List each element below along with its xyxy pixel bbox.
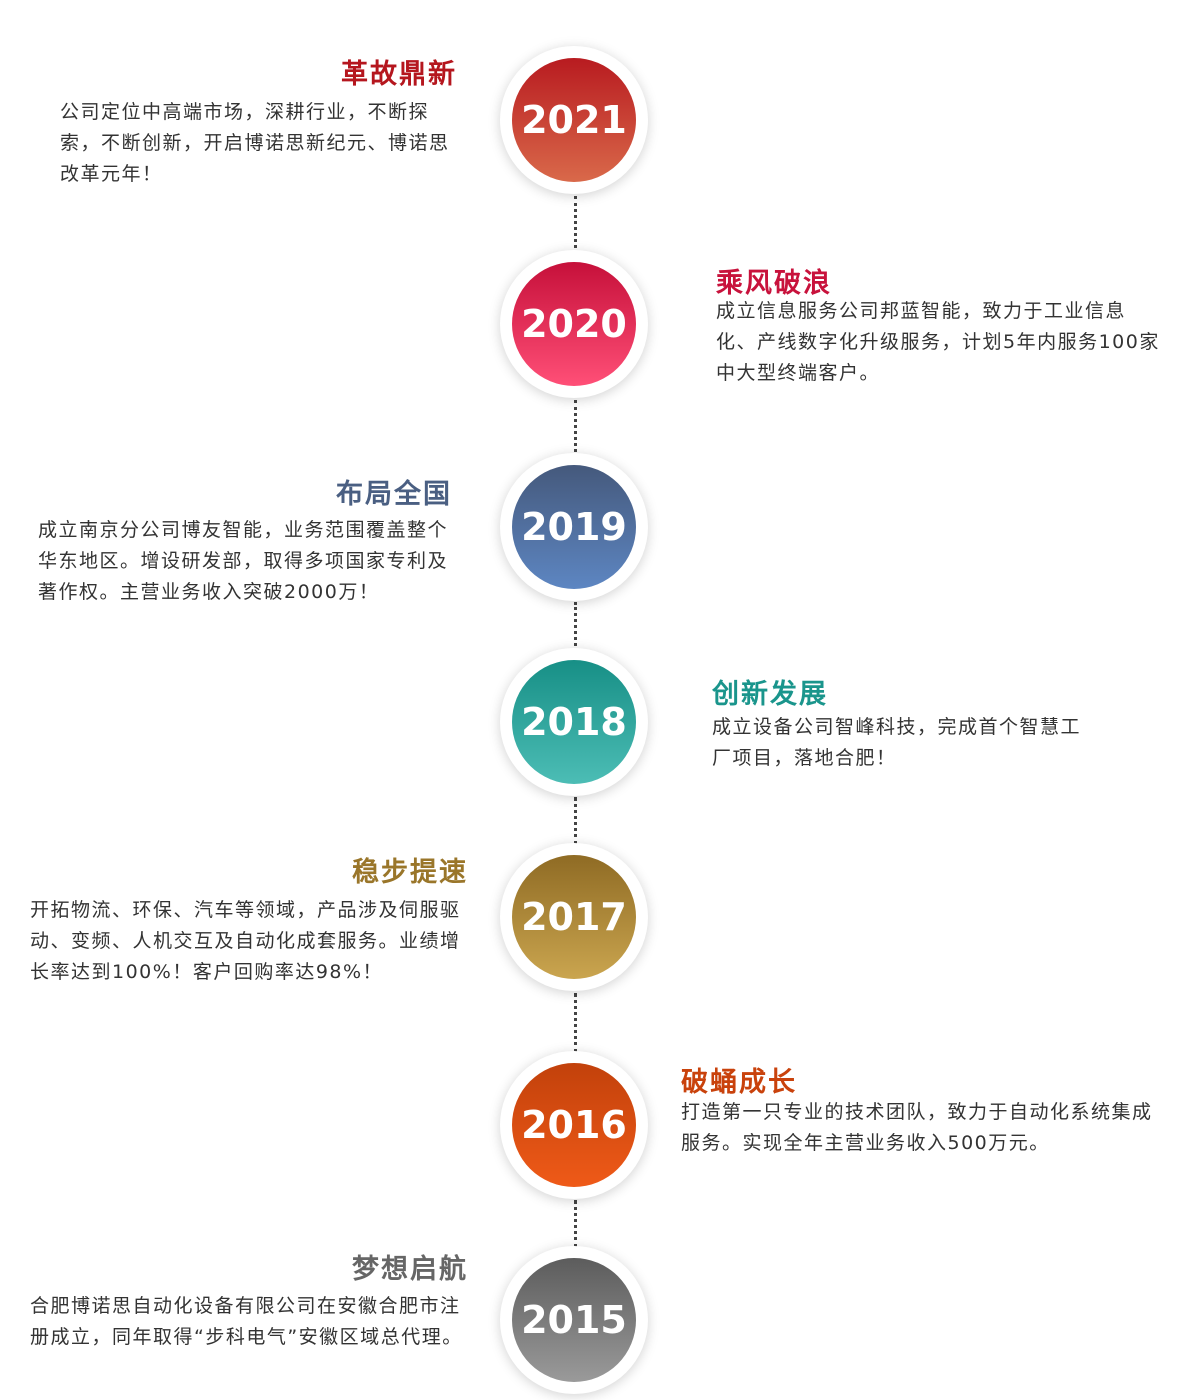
connector-line (574, 196, 577, 248)
year-circle: 2020 (512, 262, 636, 386)
event-title: 梦想启航 (352, 1254, 468, 1285)
connector-line (574, 602, 577, 658)
year-circle: 2018 (512, 660, 636, 784)
event-title: 破蛹成长 (681, 1067, 797, 1098)
event-title: 布局全国 (336, 479, 452, 510)
event-description: 成立南京分公司博友智能，业务范围覆盖整个华东地区。增设研发部，取得多项国家专利及… (38, 519, 449, 603)
event-description: 合肥博诺思自动化设备有限公司在安徽合肥市注册成立，同年取得“步科电气”安徽区域总… (30, 1295, 463, 1348)
year-circle: 2016 (512, 1063, 636, 1187)
year-node: 2020 (500, 250, 648, 398)
event-title: 稳步提速 (352, 857, 468, 888)
connector-line (574, 797, 577, 845)
event-description: 公司定位中高端市场，深耕行业，不断探索，不断创新，开启博诺思新纪元、博诺思改革元… (60, 101, 450, 185)
event-title: 乘风破浪 (716, 268, 832, 299)
year-circle: 2019 (512, 465, 636, 589)
year-node: 2021 (500, 46, 648, 194)
year-node: 2018 (500, 648, 648, 796)
event-description: 打造第一只专业的技术团队，致力于自动化系统集成服务。实现全年主营业务收入500万… (681, 1101, 1153, 1154)
event-description: 开拓物流、环保、汽车等领域，产品涉及伺服驱动、变频、人机交互及自动化成套服务。业… (30, 899, 461, 983)
year-node: 2016 (500, 1051, 648, 1199)
year-circle: 2017 (512, 855, 636, 979)
event-description: 成立信息服务公司邦蓝智能，致力于工业信息化、产线数字化升级服务，计划5年内服务1… (716, 300, 1160, 384)
year-circle: 2015 (512, 1258, 636, 1382)
connector-line (574, 1200, 577, 1248)
event-description: 成立设备公司智峰科技，完成首个智慧工厂项目，落地合肥！ (712, 716, 1082, 769)
connector-line (574, 400, 577, 452)
year-node: 2019 (500, 453, 648, 601)
year-node: 2015 (500, 1246, 648, 1394)
event-title: 革故鼎新 (341, 59, 457, 90)
year-circle: 2021 (512, 58, 636, 182)
event-title: 创新发展 (712, 679, 828, 710)
connector-line (574, 993, 577, 1053)
year-node: 2017 (500, 843, 648, 991)
